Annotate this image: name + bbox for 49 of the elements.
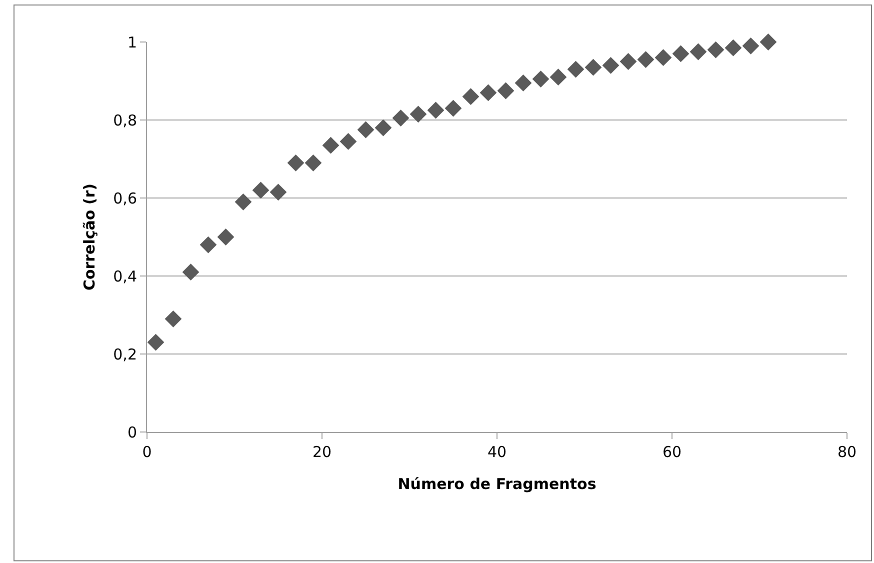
point <box>550 68 567 86</box>
point <box>234 193 252 210</box>
point <box>287 154 304 172</box>
point <box>164 310 182 328</box>
point <box>690 43 707 60</box>
point <box>252 182 270 199</box>
y-tick-label: 0,4 <box>113 267 137 286</box>
point <box>182 264 200 281</box>
x-tick-label: 40 <box>487 443 507 461</box>
point <box>462 88 480 106</box>
point <box>200 236 217 254</box>
point <box>322 136 340 154</box>
point <box>654 49 672 66</box>
point <box>357 121 374 138</box>
point <box>514 74 532 92</box>
y-tick-label: 0,6 <box>113 189 137 208</box>
point <box>584 58 602 76</box>
point <box>340 133 357 150</box>
point <box>637 51 654 68</box>
x-tick-label: 60 <box>662 443 682 461</box>
y-tick-label: 0,8 <box>113 111 137 130</box>
point <box>620 53 637 70</box>
point <box>427 102 444 119</box>
point <box>270 184 287 201</box>
y-axis-title: Correlção (r) <box>80 183 98 291</box>
y-tick-label: 1 <box>127 33 137 52</box>
point <box>602 56 620 74</box>
point <box>480 84 497 102</box>
point <box>760 34 777 50</box>
point <box>532 70 550 88</box>
x-tick-label: 80 <box>837 443 857 461</box>
point <box>217 228 234 246</box>
x-axis-title: Número de Fragmentos <box>398 475 596 493</box>
point <box>374 119 392 136</box>
point <box>707 41 724 58</box>
y-tick-label: 0,2 <box>113 345 137 364</box>
point <box>567 60 584 78</box>
point <box>147 334 164 351</box>
point <box>392 110 410 126</box>
point <box>724 39 742 56</box>
point <box>672 45 690 62</box>
point <box>444 100 462 117</box>
y-tick-label: 0 <box>127 423 137 442</box>
point <box>304 154 322 172</box>
point <box>742 37 760 54</box>
x-tick-label: 20 <box>312 443 332 461</box>
x-tick-label: 0 <box>142 443 152 461</box>
point <box>410 106 427 123</box>
point <box>497 82 514 100</box>
